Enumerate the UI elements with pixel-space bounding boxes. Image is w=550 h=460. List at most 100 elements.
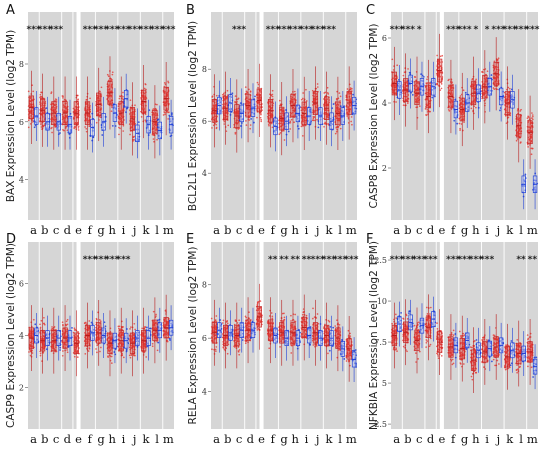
tumor-point <box>63 106 66 109</box>
tumor-point <box>234 95 237 97</box>
tumor-point <box>40 123 42 126</box>
tumor-point <box>31 84 34 87</box>
tumor-point <box>527 145 529 148</box>
tumor-point <box>118 325 121 328</box>
tumor-point <box>32 318 35 321</box>
tumor-point <box>99 90 101 93</box>
tumor-point <box>32 90 35 93</box>
gap-column <box>259 12 264 220</box>
tumor-point <box>74 329 76 331</box>
tumor-point <box>29 97 32 100</box>
tumor-point <box>519 110 522 112</box>
tumor-point <box>215 315 218 317</box>
tumor-point <box>85 127 88 130</box>
tumor-point <box>145 356 148 358</box>
normal-point <box>156 119 159 121</box>
tumor-point <box>301 97 304 100</box>
x-tick-label: f <box>88 223 93 237</box>
tumor-point <box>66 323 69 326</box>
tumor-point <box>55 99 58 101</box>
normal-point <box>111 124 114 127</box>
normal-point <box>59 346 62 349</box>
tumor-point <box>260 120 263 123</box>
tumor-point <box>87 115 90 118</box>
x-tick-label: l <box>155 223 159 237</box>
significance-label: *** <box>457 25 471 35</box>
x-tick-label: l <box>338 223 342 237</box>
tumor-point <box>152 310 155 313</box>
tumor-point <box>271 126 274 129</box>
tumor-point <box>111 106 113 109</box>
panel-letter: C <box>366 3 375 18</box>
tumor-point <box>164 113 166 116</box>
tumor-point <box>129 133 131 136</box>
tumor-point <box>289 128 292 130</box>
normal-point <box>157 341 160 344</box>
tumor-point <box>164 111 166 114</box>
tumor-point <box>418 105 421 108</box>
x-tick-label: b <box>224 432 231 446</box>
tumor-point <box>73 327 76 330</box>
tumor-point <box>133 353 135 356</box>
normal-point <box>92 136 95 138</box>
tumor-point <box>156 138 158 141</box>
x-tick-label: d <box>247 223 255 237</box>
y-tick-label: 2 <box>382 164 387 173</box>
tumor-point <box>54 99 56 102</box>
x-tick-label: e <box>438 223 445 237</box>
normal-point <box>34 323 37 326</box>
x-tick-label: m <box>346 223 357 237</box>
tumor-point <box>156 349 159 352</box>
tumor-point <box>111 73 114 76</box>
x-tick-label: h <box>292 223 300 237</box>
tumor-point <box>151 342 154 345</box>
tumor-point <box>122 356 125 359</box>
tumor-point <box>339 127 342 130</box>
normal-point <box>317 126 320 129</box>
tumor-point <box>144 83 147 85</box>
tumor-point <box>134 328 136 331</box>
tumor-point <box>283 139 286 141</box>
tumor-point <box>118 95 121 98</box>
tumor-point <box>144 119 147 122</box>
significance-label: * <box>473 25 478 35</box>
y-tick-label: 4 <box>202 169 207 178</box>
x-tick-label: a <box>393 223 400 237</box>
tumor-point <box>43 102 45 104</box>
tumor-point <box>323 125 325 128</box>
tumor-point <box>156 103 158 106</box>
normal-point <box>33 126 36 129</box>
tumor-point <box>29 112 32 114</box>
tumor-point <box>244 86 247 88</box>
tumor-point <box>31 119 34 122</box>
x-tick-label: l <box>519 223 523 237</box>
tumor-point <box>111 71 114 74</box>
tumor-point <box>245 90 248 93</box>
tumor-point <box>88 347 91 349</box>
tumor-point <box>39 323 41 326</box>
y-tick-label: 6 <box>19 280 24 289</box>
tumor-point <box>278 133 281 136</box>
y-tick-label: 4 <box>382 99 387 108</box>
tumor-point <box>51 326 53 328</box>
tumor-point <box>163 82 166 84</box>
tumor-point <box>316 86 319 88</box>
tumor-point <box>62 350 64 352</box>
normal-point <box>524 173 527 176</box>
tumor-point <box>508 87 511 90</box>
tumor-point <box>267 123 270 126</box>
tumor-point <box>323 122 326 125</box>
tumor-point <box>107 355 109 358</box>
tumor-point <box>43 316 45 319</box>
tumor-point <box>76 121 79 124</box>
tumor-point <box>88 125 90 127</box>
tumor-point <box>426 82 428 85</box>
tumor-point <box>350 120 352 123</box>
tumor-point <box>166 340 169 343</box>
tumor-point <box>74 122 77 124</box>
tumor-point <box>51 126 53 129</box>
